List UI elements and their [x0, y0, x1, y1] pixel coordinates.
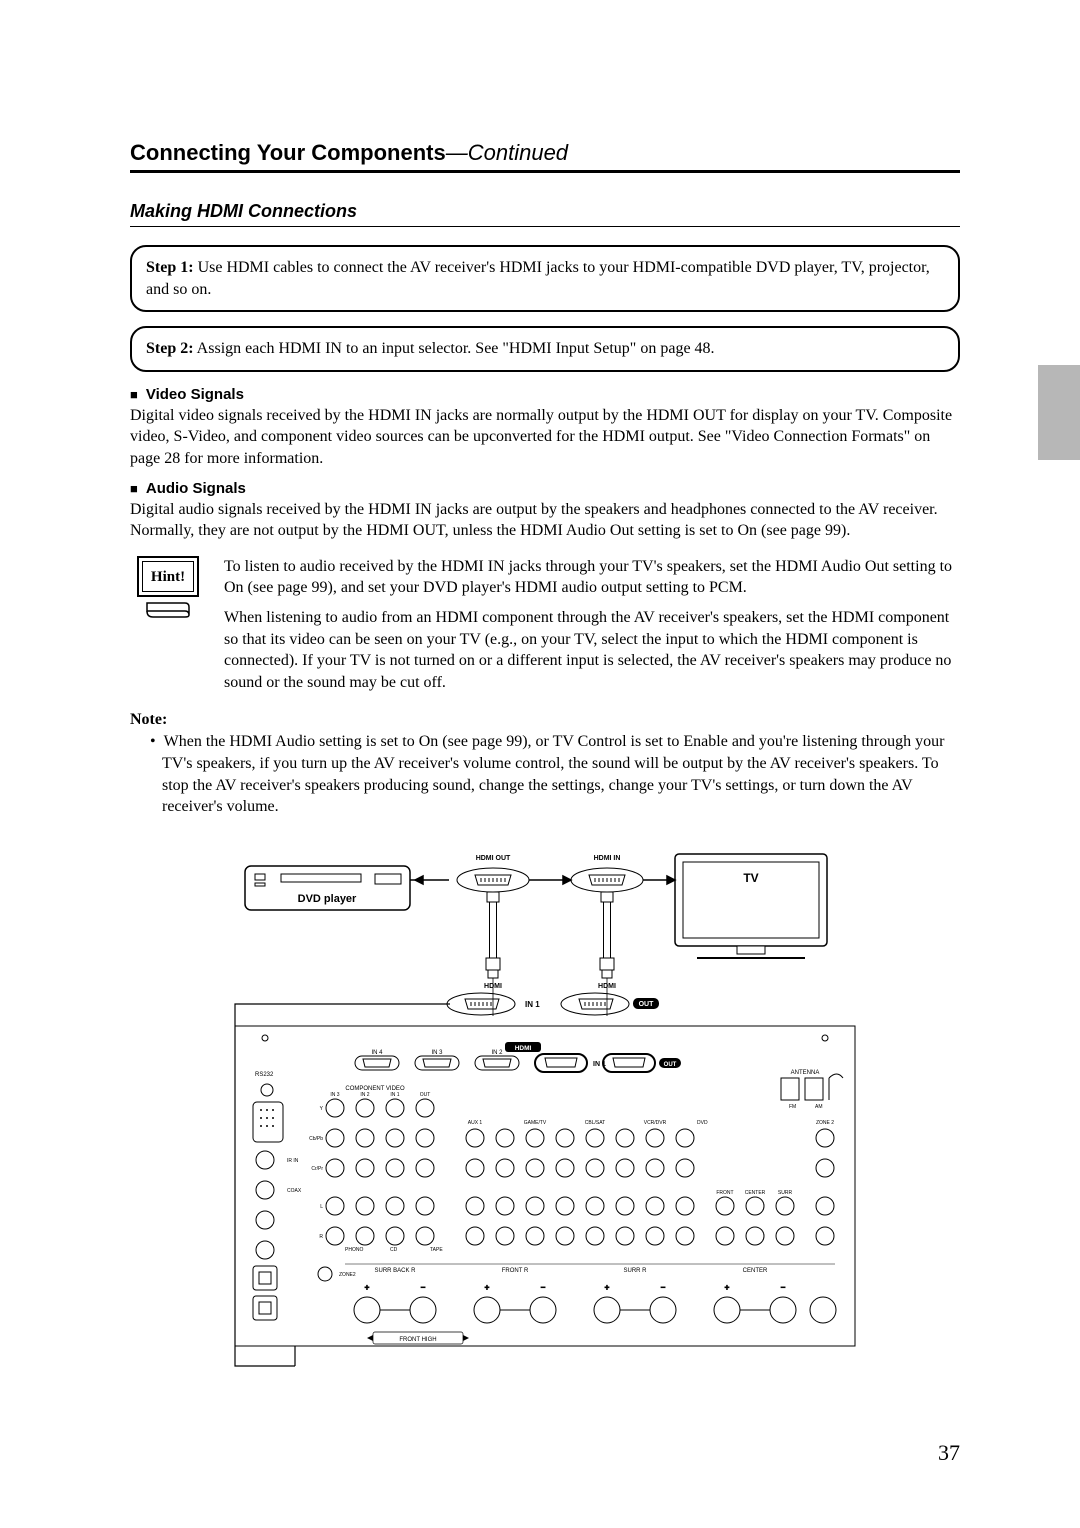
svg-text:CD: CD: [390, 1247, 398, 1253]
hdmi-cables: [486, 892, 614, 978]
svg-text:PHONO: PHONO: [345, 1247, 363, 1253]
hdmi-in-lozenge: HDMI IN: [571, 855, 643, 892]
svg-text:IN 2: IN 2: [491, 1050, 503, 1056]
hdmi-out-lozenge: HDMI OUT: [457, 855, 529, 892]
svg-text:FRONT R: FRONT R: [502, 1268, 529, 1274]
svg-text:+: +: [485, 1283, 490, 1292]
svg-text:IN 3: IN 3: [330, 1092, 339, 1098]
dvd-player-icon: DVD player: [245, 866, 410, 910]
note-list: When the HDMI Audio setting is set to On…: [136, 731, 960, 817]
tv-label: TV: [743, 871, 758, 885]
svg-text:SURR: SURR: [778, 1190, 793, 1196]
svg-text:ANTENNA: ANTENNA: [791, 1070, 820, 1076]
svg-text:OUT: OUT: [639, 1001, 655, 1008]
svg-text:VCR/DVR: VCR/DVR: [644, 1120, 667, 1126]
svg-text:IN 2: IN 2: [360, 1092, 369, 1098]
svg-text:HDMI OUT: HDMI OUT: [476, 855, 511, 862]
svg-text:DVD: DVD: [697, 1120, 708, 1126]
svg-text:AM: AM: [815, 1104, 823, 1110]
connection-diagram: DVD player HDMI OUT HDMI IN TV: [130, 846, 960, 1386]
svg-text:−: −: [781, 1283, 786, 1292]
svg-text:IN 4: IN 4: [371, 1050, 383, 1056]
dvd-label: DVD player: [298, 893, 357, 905]
svg-text:OUT: OUT: [420, 1092, 431, 1098]
step-2-label: Step 2:: [146, 340, 194, 357]
tv-icon: TV: [675, 854, 827, 958]
note-item-1: When the HDMI Audio setting is set to On…: [136, 731, 960, 817]
svg-text:Cb/Pb: Cb/Pb: [309, 1136, 323, 1142]
svg-text:−: −: [541, 1283, 546, 1292]
av-receiver-panel: HDMI IN 4 IN 3 IN 2 IN 1: [235, 1026, 855, 1346]
svg-text:TAPE: TAPE: [430, 1247, 443, 1253]
subsection-rule: [130, 226, 960, 227]
section-title-continued: —Continued: [446, 140, 568, 165]
svg-text:−: −: [421, 1283, 426, 1292]
step-1-text: Use HDMI cables to connect the AV receiv…: [146, 259, 930, 298]
svg-text:SURR R: SURR R: [623, 1268, 647, 1274]
hint-icon-block: Hint!: [130, 556, 206, 619]
svg-text:FM: FM: [789, 1104, 796, 1110]
svg-text:COAX: COAX: [287, 1188, 302, 1194]
hdmi-mid-jacks: HDMI IN 1 HDMI OUT: [447, 983, 659, 1015]
svg-text:CBL/SAT: CBL/SAT: [585, 1120, 605, 1126]
svg-text:HDMI IN: HDMI IN: [594, 855, 621, 862]
svg-text:SURR BACK R: SURR BACK R: [374, 1268, 416, 1274]
svg-text:IN 3: IN 3: [431, 1050, 443, 1056]
svg-text:AUX 1: AUX 1: [468, 1120, 483, 1126]
hint-label: Hint!: [142, 561, 194, 592]
step-1-box: Step 1: Use HDMI cables to connect the A…: [130, 245, 960, 312]
svg-text:GAME/TV: GAME/TV: [524, 1120, 547, 1126]
svg-text:RS232: RS232: [255, 1072, 274, 1078]
step-1-label: Step 1:: [146, 259, 194, 276]
page-number: 37: [938, 1440, 960, 1466]
svg-text:L: L: [320, 1204, 323, 1210]
video-signals-heading: Video Signals: [130, 386, 960, 403]
section-title-main: Connecting Your Components: [130, 140, 446, 165]
step-2-text: Assign each HDMI IN to an input selector…: [194, 340, 715, 357]
svg-text:IN 1: IN 1: [525, 1000, 540, 1009]
svg-text:R: R: [319, 1234, 323, 1240]
video-signals-body: Digital video signals received by the HD…: [130, 405, 960, 470]
hint-paper-icon: [145, 601, 191, 619]
hint-paragraph-1: To listen to audio received by the HDMI …: [224, 556, 960, 599]
subsection-title: Making HDMI Connections: [130, 201, 960, 222]
svg-text:CENTER: CENTER: [743, 1268, 768, 1274]
audio-signals-heading: Audio Signals: [130, 480, 960, 497]
svg-text:IR IN: IR IN: [287, 1158, 299, 1164]
svg-text:CENTER: CENTER: [745, 1190, 766, 1196]
svg-text:FRONT HIGH: FRONT HIGH: [399, 1337, 436, 1343]
svg-text:HDMI: HDMI: [515, 1045, 532, 1052]
svg-text:IN 1: IN 1: [593, 1061, 606, 1068]
svg-text:+: +: [725, 1283, 730, 1292]
svg-text:Cr/Pr: Cr/Pr: [311, 1166, 323, 1172]
svg-text:+: +: [605, 1283, 610, 1292]
svg-text:ZONE2: ZONE2: [339, 1272, 356, 1278]
section-title: Connecting Your Components—Continued: [130, 140, 960, 166]
svg-text:ZONE 2: ZONE 2: [816, 1120, 834, 1126]
hint-text-block: To listen to audio received by the HDMI …: [224, 556, 960, 702]
svg-text:FRONT: FRONT: [716, 1190, 733, 1196]
step-2-box: Step 2: Assign each HDMI IN to an input …: [130, 326, 960, 372]
svg-text:−: −: [661, 1283, 666, 1292]
svg-text:+: +: [365, 1283, 370, 1292]
hint-paragraph-2: When listening to audio from an HDMI com…: [224, 607, 960, 693]
section-title-rule: [130, 170, 960, 173]
note-label: Note:: [130, 711, 960, 729]
svg-text:OUT: OUT: [664, 1062, 677, 1068]
svg-text:IN 1: IN 1: [390, 1092, 399, 1098]
audio-signals-body: Digital audio signals received by the HD…: [130, 499, 960, 542]
